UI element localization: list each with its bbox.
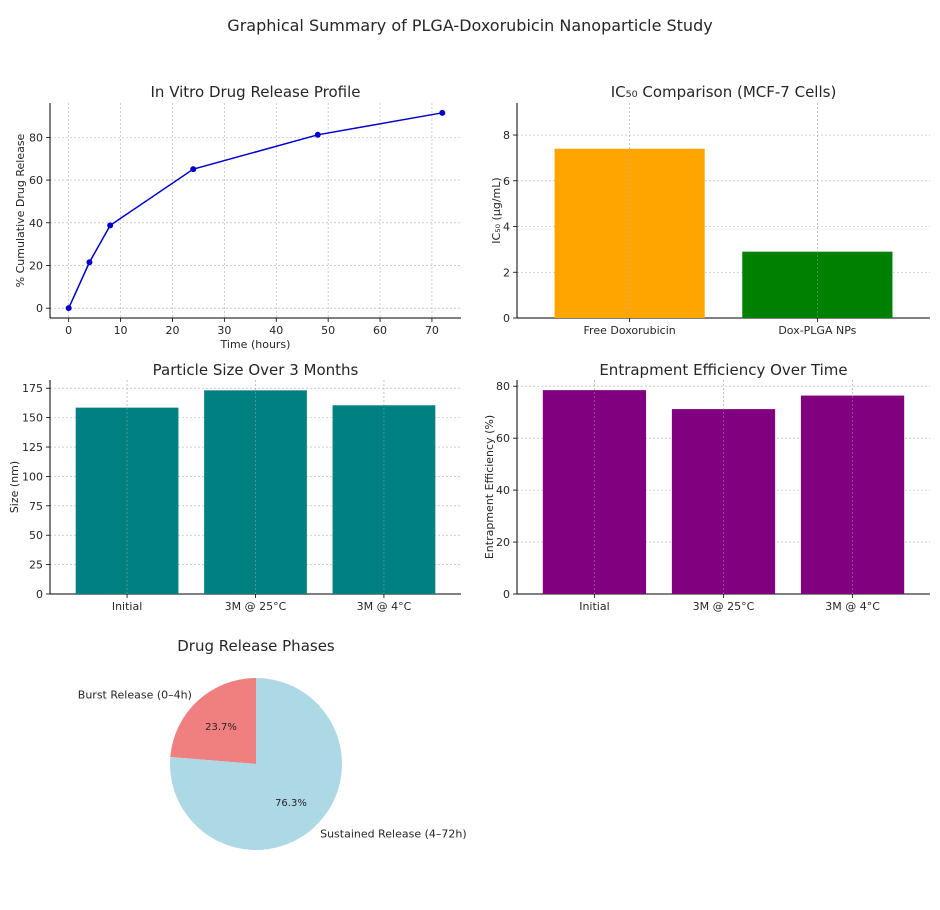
particle-size-chart: Particle Size Over 3 Months 0 25 50 75 100 125… (8, 361, 461, 613)
chart-title: In Vitro Drug Release Profile (151, 83, 361, 101)
x-axis-label: Time (hours) (220, 338, 291, 351)
y-tick-label: 0 (503, 588, 510, 601)
pie-percent-label: 23.7% (205, 722, 237, 733)
y-tick-label: 8 (503, 129, 510, 142)
y-tick-label: 0 (36, 588, 43, 601)
y-tick-label: 4 (503, 221, 510, 234)
y-tick-label: 20 (496, 536, 510, 549)
y-tick-label: 20 (29, 259, 43, 272)
x-tick-label: 20 (165, 324, 179, 337)
x-tick-label: 0 (65, 324, 72, 337)
x-tick-label: Initial (579, 600, 609, 613)
y-axis-label: Size (nm) (8, 461, 21, 513)
x-tick-label: 30 (217, 324, 231, 337)
release-data-point (107, 222, 114, 229)
y-tick-label: 40 (496, 484, 510, 497)
y-tick-label: 175 (22, 382, 43, 395)
pie-slice-label: Sustained Release (4–72h) (320, 828, 467, 841)
y-axis-label: % Cumulative Drug Release (14, 133, 27, 287)
y-axis-label: Entrapment Efficiency (%) (483, 415, 496, 559)
x-tick-label: 40 (269, 324, 283, 337)
x-tick-label: 10 (114, 324, 128, 337)
x-tick-label: 3M @ 4°C (825, 600, 880, 613)
y-tick-label: 80 (496, 380, 510, 393)
release-data-point (439, 109, 446, 116)
ic50-comparison-chart: IC₅₀ Comparison (MCF-7 Cells) 0 2 4 6 8 IC₅₀ (… (490, 83, 930, 337)
chart-title: Entrapment Efficiency Over Time (599, 361, 847, 379)
x-tick-label: Initial (112, 600, 142, 613)
x-tick-label: 3M @ 25°C (693, 600, 755, 613)
y-tick-label: 40 (29, 217, 43, 230)
x-tick-label: 70 (425, 324, 439, 337)
entrapment-efficiency-chart: Entrapment Efficiency Over Time 0 20 40 60 80… (483, 361, 930, 613)
y-tick-label: 75 (29, 500, 43, 513)
release-data-point (86, 259, 93, 266)
chart-title: Drug Release Phases (177, 637, 335, 655)
release-series-line (67, 112, 443, 309)
x-tick-label: Dox-PLGA NPs (778, 324, 856, 337)
y-axis-label: IC₅₀ (µg/mL) (490, 177, 503, 243)
x-tick-label: Free Doxorubicin (584, 324, 676, 337)
figure-suptitle: Graphical Summary of PLGA-Doxorubicin Na… (227, 16, 712, 35)
y-tick-label: 150 (22, 412, 43, 425)
y-tick-label: 60 (496, 432, 510, 445)
y-tick-label: 6 (503, 175, 510, 188)
y-tick-label: 125 (22, 441, 43, 454)
y-tick-label: 0 (503, 312, 510, 325)
x-tick-label: 3M @ 4°C (357, 600, 412, 613)
x-tick-label: 60 (373, 324, 387, 337)
pie-slice-label: Burst Release (0–4h) (78, 688, 192, 701)
y-tick-label: 60 (29, 174, 43, 187)
release-profile-chart: 0 10 20 30 40 50 60 70 In Vitro Drug Release Pro… (14, 83, 461, 351)
x-tick-label: 3M @ 25°C (225, 600, 287, 613)
release-data-point (190, 166, 197, 173)
chart-title: IC₅₀ Comparison (MCF-7 Cells) (611, 83, 837, 101)
y-tick-label: 25 (29, 559, 43, 572)
y-tick-label: 2 (503, 266, 510, 279)
release-data-point (314, 131, 321, 138)
y-tick-label: 50 (29, 529, 43, 542)
y-tick-label: 0 (36, 302, 43, 315)
pie-percent-label: 76.3% (275, 798, 307, 809)
pie-slice (170, 678, 256, 764)
y-tick-label: 80 (29, 131, 43, 144)
x-tick-label: 50 (321, 324, 335, 337)
pie-slice (169, 678, 342, 850)
chart-title: Particle Size Over 3 Months (153, 361, 359, 379)
y-tick-label: 100 (22, 470, 43, 483)
release-data-point (65, 305, 72, 312)
release-phases-pie-chart: Drug Release Phases 23.7% Burst Release (0… (78, 637, 467, 850)
